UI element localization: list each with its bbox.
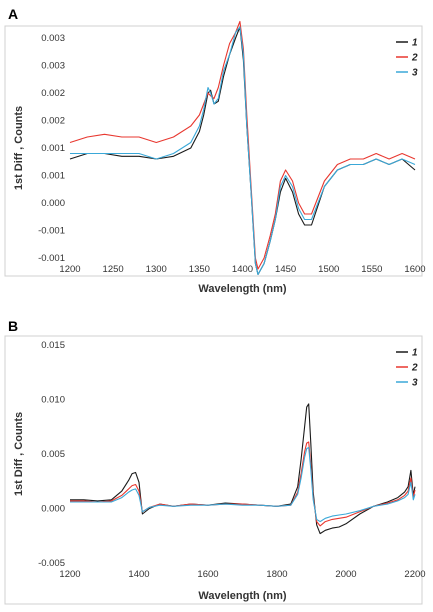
chart-b-xtick-label: 2000 (335, 569, 356, 580)
chart-a-ytick-label: 0.002 (41, 88, 65, 99)
chart-b-ytick-label: -0.005 (38, 558, 65, 569)
chart-b-yaxis-label: 1st Diff , Counts (13, 412, 25, 496)
chart-b-series-2-line (70, 441, 416, 527)
chart-b-xtick-label: 1600 (197, 569, 218, 580)
panel-a-letter: A (8, 6, 19, 22)
chart-a-legend-label-3: 3 (412, 68, 418, 79)
chart-b-series-1-line (70, 403, 416, 535)
chart-a-ytick-label: 0.001 (41, 143, 65, 154)
chart-a-frame (4, 25, 423, 277)
chart-b-ytick-label: 0.005 (41, 449, 65, 460)
chart-b-legend-label-3: 3 (412, 378, 418, 389)
chart-a-xtick-label: 1250 (103, 264, 124, 275)
chart-a-xtick-label: 1350 (189, 264, 210, 275)
chart-b-legend-label-2: 2 (411, 363, 418, 374)
chart-b-ytick-label: 0.010 (41, 395, 65, 406)
chart-a-series-3-line (70, 26, 416, 276)
chart-a-ytick-label: 0.003 (41, 33, 65, 44)
chart-a-yaxis-label: 1st Diff , Counts (13, 106, 25, 190)
chart-b-ytick-label: 0.015 (41, 340, 65, 351)
chart-b-xtick-label: 1400 (128, 569, 149, 580)
chart-b-xtick-label: 1800 (266, 569, 287, 580)
chart-b-ytick-label: 0.000 (41, 504, 65, 515)
chart-b-xtick-label: 2200 (404, 569, 425, 580)
chart-a-legend-label-1: 1 (412, 38, 418, 49)
chart-a-ytick-label: -0.001 (38, 226, 65, 237)
chart-a-xtick-label: 1200 (59, 264, 80, 275)
chart-a-xtick-label: 1450 (275, 264, 296, 275)
chart-a-legend-label-2: 2 (411, 53, 418, 64)
chart-a-series-2-line (69, 20, 416, 270)
chart-a-ytick-label: 0.001 (41, 171, 65, 182)
chart-a-series-1-line (69, 26, 416, 276)
chart-b-series-3-line (70, 446, 416, 523)
panel-b-letter: B (8, 318, 19, 334)
chart-a-ytick-label: 0.000 (41, 198, 65, 209)
chart-b-xtick-label: 1200 (59, 569, 80, 580)
chart-b-legend-label-1: 1 (412, 348, 418, 359)
chart-a-ytick-label: -0.001 (38, 253, 65, 264)
chart-b-frame (4, 335, 423, 605)
chart-a-xtick-label: 1500 (318, 264, 339, 275)
chart-a-ytick-label: 0.002 (41, 116, 65, 127)
chart-a-xtick-label: 1600 (404, 264, 425, 275)
chart-a-xtick-label: 1300 (146, 264, 167, 275)
chart-b-xaxis-label: Wavelength (nm) (198, 590, 287, 602)
chart-a-ytick-label: 0.003 (41, 61, 65, 72)
chart-a-xtick-label: 1550 (361, 264, 382, 275)
chart-a-xaxis-label: Wavelength (nm) (198, 283, 287, 295)
chart-a-xtick-label: 1400 (232, 264, 253, 275)
